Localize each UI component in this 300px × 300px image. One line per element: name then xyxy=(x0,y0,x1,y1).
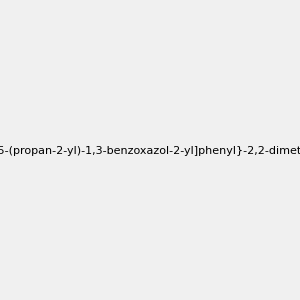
Text: N-{2-chloro-5-[5-(propan-2-yl)-1,3-benzoxazol-2-yl]phenyl}-2,2-dimethylpropanami: N-{2-chloro-5-[5-(propan-2-yl)-1,3-benzo… xyxy=(0,146,300,157)
